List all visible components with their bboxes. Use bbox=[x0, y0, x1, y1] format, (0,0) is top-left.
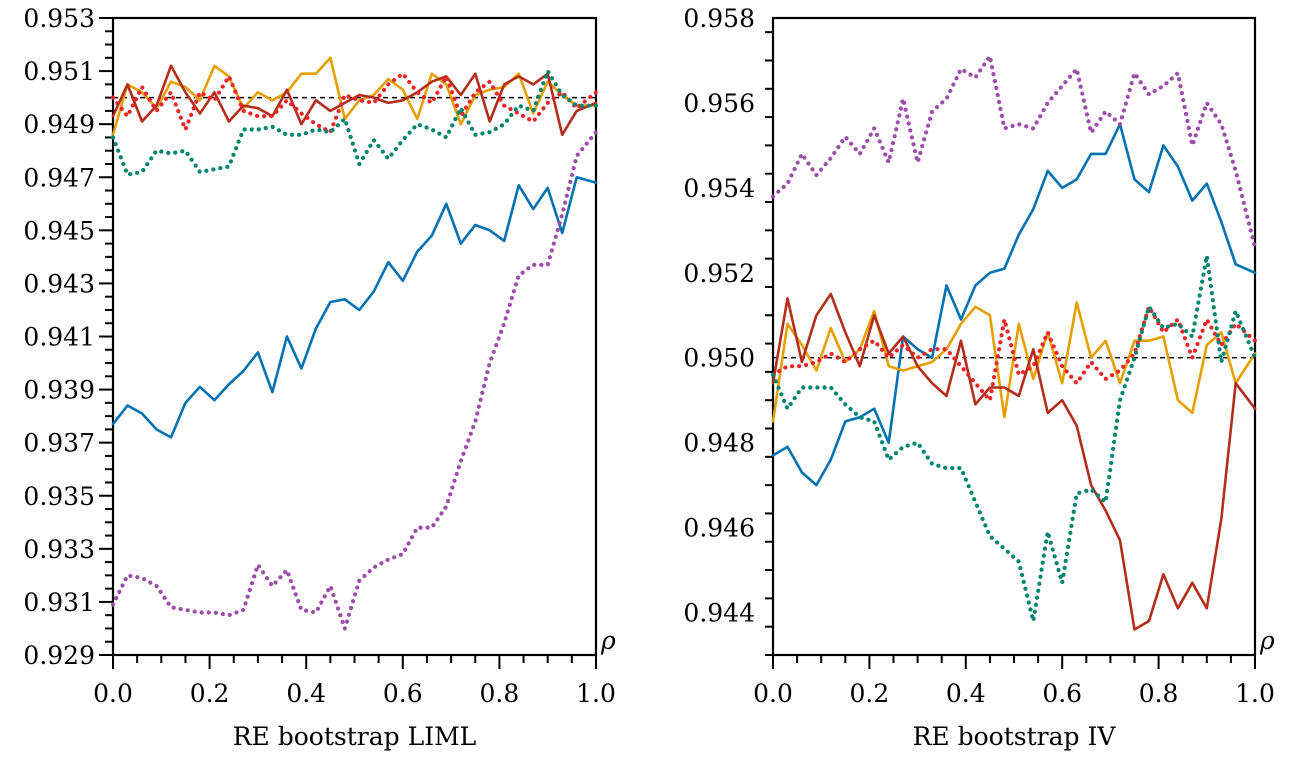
y-tick-label: 0.941 bbox=[23, 323, 95, 352]
x-axis-label: RE bootstrap IV bbox=[913, 722, 1117, 751]
y-tick-label: 0.950 bbox=[683, 344, 755, 373]
series-line-3 bbox=[110, 71, 599, 135]
x-tick-label: 0.8 bbox=[480, 679, 520, 708]
series-line-0 bbox=[771, 122, 1257, 487]
series-line-4 bbox=[110, 68, 599, 177]
y-tick-label: 0.929 bbox=[23, 641, 95, 670]
y-tick-label: 0.945 bbox=[23, 216, 95, 245]
y-tick-label: 0.949 bbox=[23, 110, 95, 139]
x-tick-label: 1.0 bbox=[576, 679, 616, 708]
series-line-2 bbox=[111, 64, 598, 137]
x-tick-label: 1.0 bbox=[1235, 679, 1275, 708]
y-tick-label: 0.956 bbox=[683, 89, 755, 118]
y-tick-label: 0.937 bbox=[23, 429, 95, 458]
chart-re-bootstrap-liml: 0.929 0.931 0.933 0.935 0.937 0.939 0.941 0.943… bbox=[23, 4, 616, 751]
x-axis-symbol: ρ bbox=[1259, 626, 1275, 655]
x-tick-label: 0.6 bbox=[383, 679, 423, 708]
y-tick-label: 0.935 bbox=[23, 482, 95, 511]
y-tick-label: 0.946 bbox=[683, 514, 755, 543]
x-tick-label: 0.2 bbox=[190, 679, 230, 708]
x-tick-label: 0.8 bbox=[1139, 679, 1179, 708]
series-line-0 bbox=[111, 176, 598, 439]
x-tick-label: 0.4 bbox=[946, 679, 986, 708]
y-tick-label: 0.951 bbox=[23, 57, 95, 86]
y-tick-label: 0.953 bbox=[23, 4, 95, 33]
y-tick-label: 0.933 bbox=[23, 535, 95, 564]
y-tick-label: 0.948 bbox=[683, 429, 755, 458]
y-tick-label: 0.944 bbox=[683, 599, 755, 628]
x-tick-label: 0.6 bbox=[1042, 679, 1082, 708]
plot-frame bbox=[771, 16, 1257, 657]
series-line-3 bbox=[770, 304, 1258, 403]
series-line-4 bbox=[770, 253, 1258, 624]
y-tick-label: 0.939 bbox=[23, 376, 95, 405]
x-axis-symbol: ρ bbox=[600, 626, 616, 655]
x-tick-label: 0.0 bbox=[753, 679, 793, 708]
x-tick-label: 0.0 bbox=[93, 679, 133, 708]
plot-frame bbox=[111, 16, 598, 657]
y-tick-label: 0.958 bbox=[683, 4, 755, 33]
series-line-2 bbox=[771, 292, 1257, 631]
series-line-5 bbox=[110, 130, 599, 631]
x-tick-label: 0.4 bbox=[286, 679, 326, 708]
y-tick-label: 0.947 bbox=[23, 163, 95, 192]
y-tick-label: 0.943 bbox=[23, 269, 95, 298]
x-tick-label: 0.2 bbox=[850, 679, 890, 708]
chart-re-bootstrap-iv: 0.944 0.946 0.948 0.950 0.952 0.954 0.956 0.958… bbox=[683, 4, 1275, 751]
x-axis-label: RE bootstrap LIML bbox=[233, 722, 477, 751]
y-tick-label: 0.954 bbox=[683, 174, 755, 203]
series-line-5 bbox=[770, 54, 1258, 250]
y-tick-label: 0.931 bbox=[23, 588, 95, 617]
series-line-1 bbox=[771, 301, 1257, 423]
y-tick-label: 0.952 bbox=[683, 259, 755, 288]
